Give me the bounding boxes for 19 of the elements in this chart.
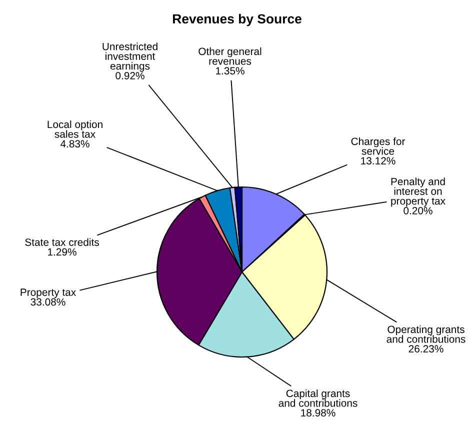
slice-label: Local option sales tax xyxy=(48,120,102,138)
slice-label: State tax credits xyxy=(25,238,99,246)
data-label: 0.92% xyxy=(116,72,144,80)
slice-label: Capital grants and contributions xyxy=(278,389,358,407)
data-label: 4.83% xyxy=(60,140,90,148)
data-label: 18.98% xyxy=(301,409,336,417)
data-label: 33.08% xyxy=(30,298,66,306)
slice-label: Operating grants and contributions xyxy=(386,325,466,343)
slice-label: Other general revenues xyxy=(198,47,262,65)
slice-label: Property tax xyxy=(20,288,76,298)
data-label: 1.35% xyxy=(216,67,244,75)
slice-label: Charges for service xyxy=(351,137,406,155)
data-label: 13.12% xyxy=(361,157,396,165)
slice-label: Penalty and interest on property tax xyxy=(391,178,446,207)
data-label: 0.20% xyxy=(404,206,432,214)
data-label: 1.29% xyxy=(48,248,76,256)
chart-title: Revenues by Source xyxy=(172,14,302,26)
slice-label: Unrestricted investment earnings xyxy=(102,42,158,72)
data-label: 26.23% xyxy=(408,345,444,353)
